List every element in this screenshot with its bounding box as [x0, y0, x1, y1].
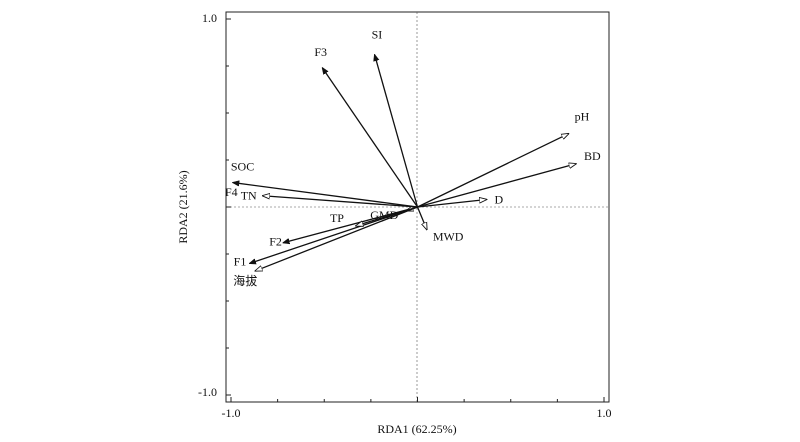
vector-label-gmd: GMD [370, 208, 398, 222]
vector-arrow-si [375, 55, 419, 208]
vector-label-tp: TP [330, 211, 344, 225]
vector-arrow-tn [263, 196, 418, 208]
vector-layer [233, 55, 576, 271]
x-tick-label-min: -1.0 [222, 406, 241, 420]
x-axis-label: RDA1 (62.25%) [377, 422, 456, 436]
vector-arrow-bd [417, 164, 577, 208]
vector-arrow-f1 [250, 206, 418, 263]
y-tick-label-max: 1.0 [202, 11, 217, 25]
vector-label-f1: F1 [234, 254, 247, 268]
vector-arrow-ph [417, 134, 569, 208]
vector-label-ph: pH [575, 110, 590, 124]
vector-label-si: SI [372, 28, 383, 42]
vector-arrow-f3 [322, 68, 419, 208]
vector-label-f4: F4 [225, 185, 238, 199]
vector-label-tn: TN [241, 189, 257, 203]
y-tick-label-min: -1.0 [198, 385, 217, 399]
vector-arrow-tp [356, 206, 418, 226]
vector-label-mwd: MWD [433, 230, 464, 244]
vector-arrow-mwd [416, 206, 427, 230]
vector-label-f3: F3 [314, 45, 327, 59]
vector-label-f2: F2 [269, 235, 282, 249]
vector-arrow-soc [233, 183, 418, 208]
vector-label-bd: BD [584, 149, 601, 163]
axis-ticks [226, 18, 605, 402]
y-axis-label: RDA2 (21.6%) [176, 170, 190, 243]
vector-arrow-f2 [283, 206, 418, 243]
vector-label-soc: SOC [231, 160, 254, 174]
x-tick-label-max: 1.0 [597, 406, 612, 420]
vector-arrow-d [417, 199, 487, 208]
vector-label--: 海拔 [233, 273, 257, 288]
vector-label-d: D [495, 192, 504, 206]
vector-label-layer: SI F3 SOC F2 F1 pH BD D MWD GMD TP TN 海拔 F4 [225, 28, 601, 288]
vector-arrow-- [255, 206, 418, 271]
